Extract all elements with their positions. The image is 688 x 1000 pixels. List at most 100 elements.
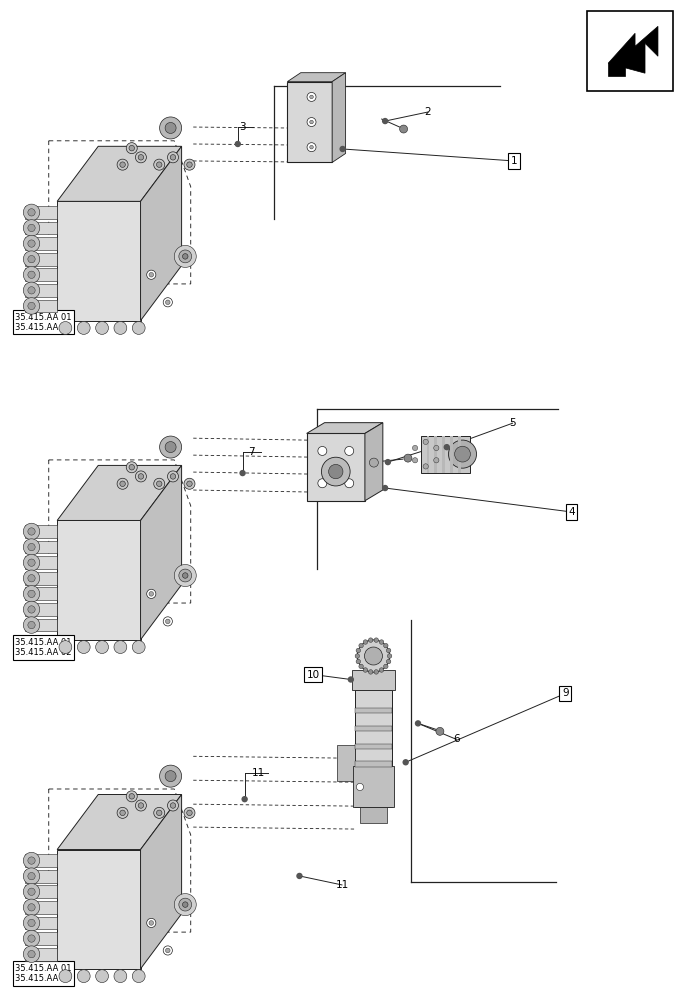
Circle shape xyxy=(28,559,35,566)
Circle shape xyxy=(59,322,72,334)
Polygon shape xyxy=(365,423,383,501)
Bar xyxy=(354,708,392,713)
Circle shape xyxy=(357,640,389,672)
Circle shape xyxy=(59,970,72,983)
Circle shape xyxy=(153,807,164,818)
Circle shape xyxy=(383,486,387,491)
Circle shape xyxy=(356,783,363,791)
Circle shape xyxy=(147,918,156,928)
Bar xyxy=(25,206,57,219)
Text: 35.415.AA 01
35.415.AA 02: 35.415.AA 01 35.415.AA 02 xyxy=(15,638,72,657)
Circle shape xyxy=(383,119,387,124)
Circle shape xyxy=(23,266,40,283)
Text: 5: 5 xyxy=(509,418,516,428)
Circle shape xyxy=(23,946,40,962)
Bar xyxy=(25,854,57,867)
Bar xyxy=(25,237,57,250)
Circle shape xyxy=(147,589,156,598)
Polygon shape xyxy=(608,63,625,76)
Circle shape xyxy=(23,883,40,900)
Circle shape xyxy=(174,245,196,267)
Circle shape xyxy=(28,888,35,895)
Bar xyxy=(25,948,57,961)
Circle shape xyxy=(117,159,128,170)
Polygon shape xyxy=(57,794,182,850)
Circle shape xyxy=(340,146,345,151)
Polygon shape xyxy=(57,850,140,969)
Circle shape xyxy=(23,852,40,869)
Circle shape xyxy=(359,643,363,648)
Circle shape xyxy=(307,92,316,101)
Circle shape xyxy=(28,528,35,535)
Circle shape xyxy=(23,204,40,221)
Polygon shape xyxy=(57,146,182,201)
Circle shape xyxy=(184,807,195,818)
Circle shape xyxy=(374,670,378,674)
Circle shape xyxy=(310,95,313,99)
Bar xyxy=(442,436,445,473)
Circle shape xyxy=(167,471,178,482)
Bar xyxy=(25,603,57,616)
Circle shape xyxy=(179,250,192,263)
Circle shape xyxy=(416,721,420,726)
Circle shape xyxy=(368,638,373,642)
Circle shape xyxy=(387,648,391,653)
Text: 11: 11 xyxy=(252,768,265,778)
Circle shape xyxy=(138,155,144,160)
Bar xyxy=(361,807,387,823)
Circle shape xyxy=(23,915,40,931)
Circle shape xyxy=(368,670,373,674)
Circle shape xyxy=(156,162,162,167)
Circle shape xyxy=(28,302,35,310)
Bar xyxy=(25,572,57,585)
Text: 7: 7 xyxy=(248,447,255,457)
Bar xyxy=(354,690,392,807)
Text: 13: 13 xyxy=(425,443,438,453)
Circle shape xyxy=(384,664,388,669)
Polygon shape xyxy=(140,465,182,640)
Circle shape xyxy=(77,970,90,983)
Text: 1: 1 xyxy=(510,156,517,166)
Circle shape xyxy=(385,460,390,465)
Bar xyxy=(588,11,673,91)
Circle shape xyxy=(28,224,35,232)
Circle shape xyxy=(310,145,313,149)
Circle shape xyxy=(412,458,418,463)
Circle shape xyxy=(28,935,35,942)
Polygon shape xyxy=(288,73,345,82)
Circle shape xyxy=(129,145,134,151)
Circle shape xyxy=(167,152,178,163)
Circle shape xyxy=(120,162,125,167)
Circle shape xyxy=(127,791,137,802)
Bar xyxy=(25,932,57,945)
Circle shape xyxy=(138,474,144,479)
Circle shape xyxy=(444,445,449,450)
Circle shape xyxy=(28,575,35,582)
Circle shape xyxy=(28,857,35,864)
Circle shape xyxy=(165,122,176,133)
Bar xyxy=(25,300,57,312)
Text: 4: 4 xyxy=(568,507,574,517)
Circle shape xyxy=(136,152,147,163)
Circle shape xyxy=(28,904,35,911)
Bar xyxy=(25,587,57,600)
Bar xyxy=(25,268,57,281)
Circle shape xyxy=(166,300,170,305)
Circle shape xyxy=(186,481,192,487)
Circle shape xyxy=(174,894,196,916)
Circle shape xyxy=(184,478,195,489)
Circle shape xyxy=(156,481,162,487)
Circle shape xyxy=(166,948,170,953)
Circle shape xyxy=(23,554,40,571)
Bar xyxy=(25,556,57,569)
Circle shape xyxy=(321,457,350,486)
Circle shape xyxy=(28,240,35,247)
Circle shape xyxy=(182,573,188,578)
Circle shape xyxy=(136,800,147,811)
Circle shape xyxy=(423,464,429,469)
Circle shape xyxy=(28,271,35,278)
Text: 35.415.AA 01
35.415.AA 02: 35.415.AA 01 35.415.AA 02 xyxy=(15,964,72,983)
Circle shape xyxy=(96,970,109,983)
Bar xyxy=(288,82,332,162)
Circle shape xyxy=(114,970,127,983)
